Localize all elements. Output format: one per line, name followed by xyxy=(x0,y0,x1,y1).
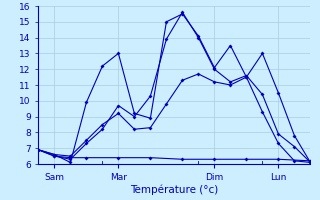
X-axis label: Température (°c): Température (°c) xyxy=(130,185,219,195)
